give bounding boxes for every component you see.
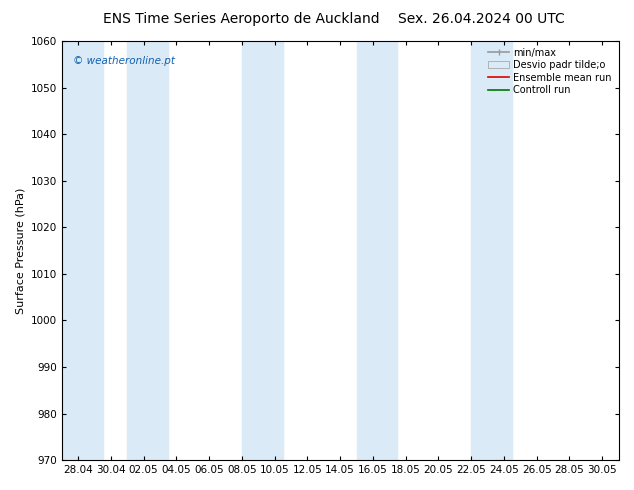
Bar	[242, 41, 283, 460]
Text: © weatheronline.pt: © weatheronline.pt	[73, 56, 175, 66]
Text: ENS Time Series Aeroporto de Auckland: ENS Time Series Aeroporto de Auckland	[103, 12, 379, 26]
Bar	[471, 41, 512, 460]
Bar	[356, 41, 398, 460]
Legend: min/max, Desvio padr tilde;o, Ensemble mean run, Controll run: min/max, Desvio padr tilde;o, Ensemble m…	[486, 46, 614, 97]
Bar	[127, 41, 168, 460]
Bar	[61, 41, 103, 460]
Text: Sex. 26.04.2024 00 UTC: Sex. 26.04.2024 00 UTC	[398, 12, 566, 26]
Y-axis label: Surface Pressure (hPa): Surface Pressure (hPa)	[15, 187, 25, 314]
